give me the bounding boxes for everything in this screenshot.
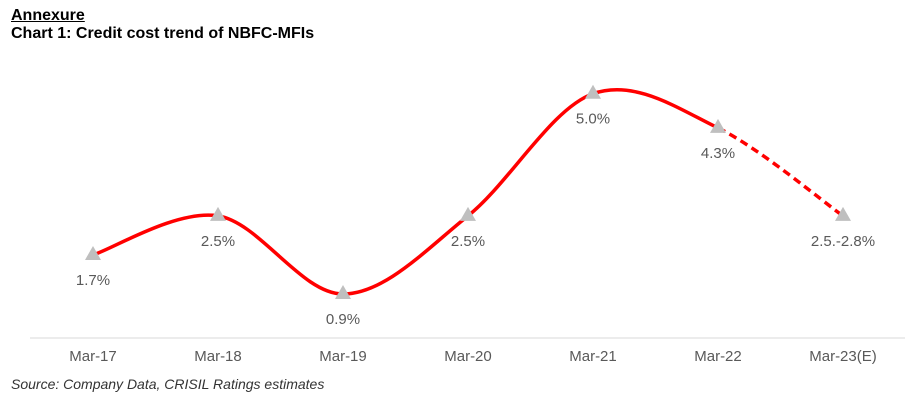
data-point-marker <box>710 118 726 133</box>
data-label: 2.5.-2.8% <box>811 233 875 250</box>
data-point-marker <box>460 206 476 221</box>
data-point-marker <box>835 206 851 221</box>
data-label: 4.3% <box>701 145 735 162</box>
x-tick-label: Mar-19 <box>319 348 367 365</box>
chart-title: Chart 1: Credit cost trend of NBFC-MFIs <box>11 25 315 42</box>
x-tick-label: Mar-21 <box>569 348 617 365</box>
series-line-estimate <box>717 126 845 218</box>
x-tick-label: Mar-22 <box>694 348 742 365</box>
data-label: 2.5% <box>451 233 485 250</box>
data-label: 5.0% <box>576 111 610 128</box>
data-point-marker <box>210 206 226 221</box>
x-tick-label: Mar-18 <box>194 348 242 365</box>
data-label: 0.9% <box>326 311 360 328</box>
data-point-marker <box>335 285 351 300</box>
data-label: 1.7% <box>76 272 110 289</box>
series-line-actual <box>92 88 719 296</box>
data-label: 2.5% <box>201 233 235 250</box>
x-tick-label: Mar-20 <box>444 348 492 365</box>
x-tick-label: Mar-23(E) <box>809 348 877 365</box>
data-point-marker <box>85 245 101 260</box>
annexure-heading: Annexure <box>11 7 85 24</box>
source-note: Source: Company Data, CRISIL Ratings est… <box>11 376 325 392</box>
x-tick-label: Mar-17 <box>69 348 117 365</box>
data-point-marker <box>585 84 601 99</box>
